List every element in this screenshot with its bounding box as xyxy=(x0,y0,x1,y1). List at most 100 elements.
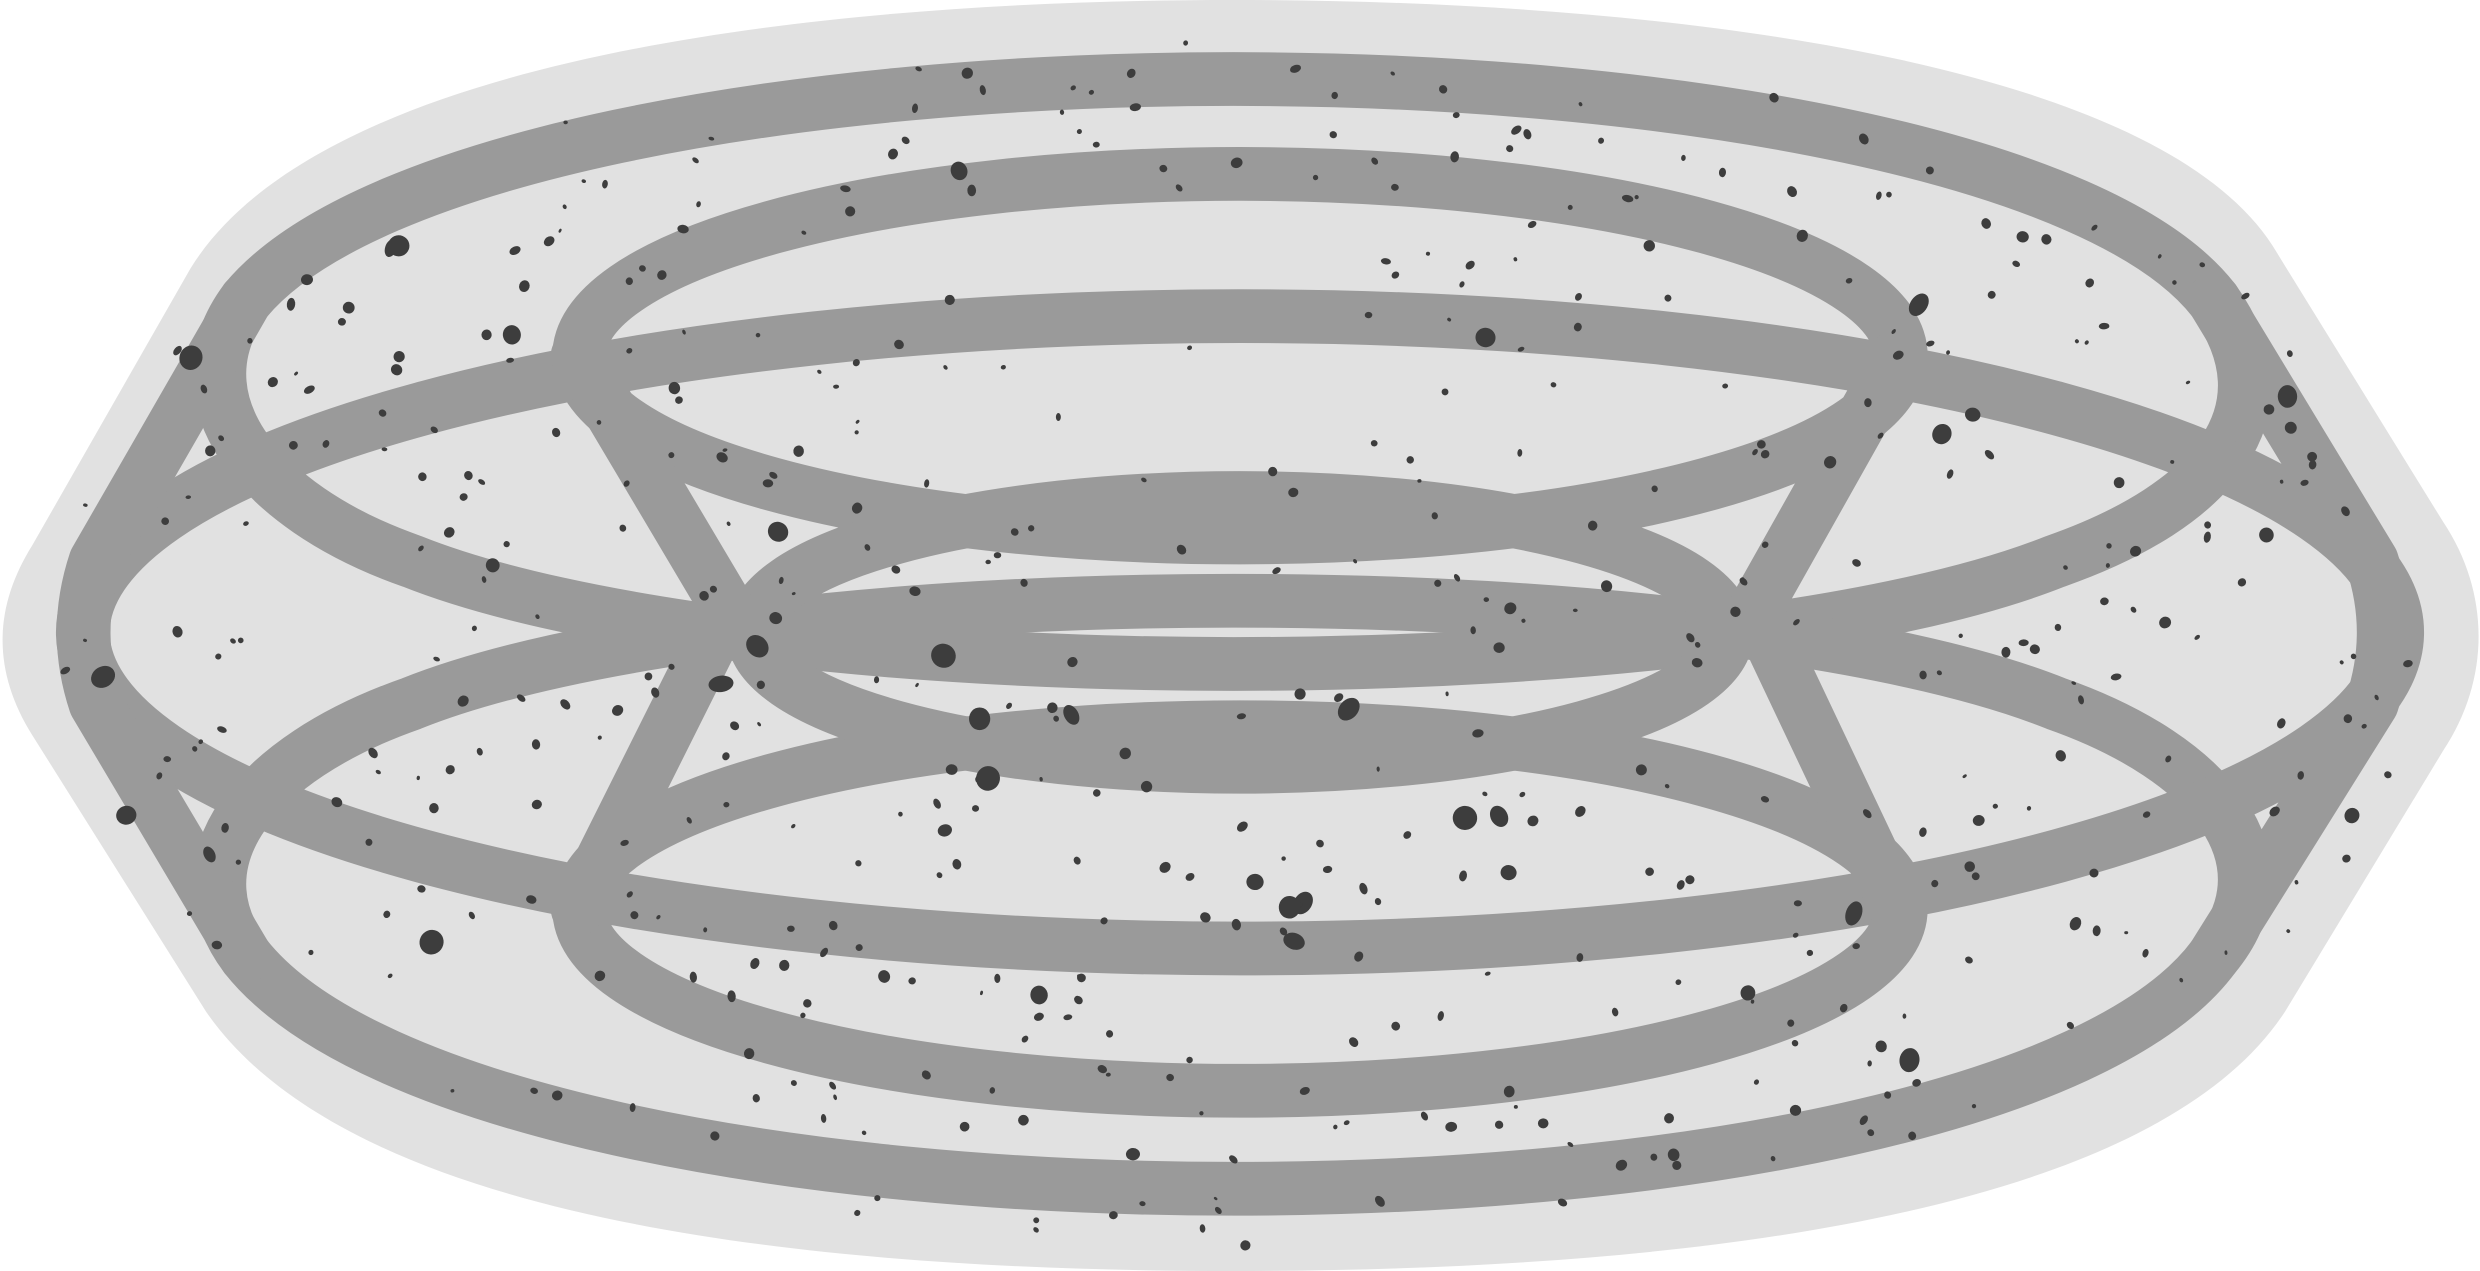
speckle-dot xyxy=(551,1090,563,1101)
speckle-dot xyxy=(2259,527,2274,543)
speckle-dot xyxy=(1796,229,1808,242)
speckle-dot xyxy=(1576,953,1584,962)
speckle-dot xyxy=(1587,520,1598,531)
speckle-dot xyxy=(1229,1155,1238,1164)
speckle-dot xyxy=(1908,293,1929,317)
speckle-dot xyxy=(375,769,381,775)
speckle-dot xyxy=(1010,528,1019,536)
speckle-dot xyxy=(888,148,898,160)
speckle-dot xyxy=(1166,1073,1174,1082)
speckle-dot xyxy=(2403,660,2413,668)
speckle-dot xyxy=(950,161,968,181)
speckle-dot xyxy=(1459,870,1468,882)
speckle-dot xyxy=(675,396,683,404)
speckle-dot xyxy=(1125,1148,1141,1161)
speckle-dot xyxy=(230,638,236,644)
speckle-dot xyxy=(1770,1155,1776,1162)
speckle-dot xyxy=(2277,718,2286,729)
speckle-dot xyxy=(1527,815,1539,827)
speckle-dot xyxy=(1753,1079,1760,1085)
speckle-dot xyxy=(237,637,244,644)
speckle-dot xyxy=(1425,251,1431,256)
speckle-dot xyxy=(2179,977,2184,983)
speckle-dot xyxy=(1519,791,1526,798)
speckle-dot xyxy=(2279,479,2284,484)
speckle-dot xyxy=(692,157,699,164)
speckle-dot xyxy=(1406,456,1414,464)
speckle-dot xyxy=(1859,1115,1868,1126)
speckle-dot xyxy=(2089,868,2099,878)
speckle-dot xyxy=(1353,558,1358,564)
speckle-dot xyxy=(1789,1104,1802,1116)
speckle-dot xyxy=(845,206,856,217)
speckle-dot xyxy=(1892,350,1904,360)
speckle-dot xyxy=(243,521,249,526)
speckle-dot xyxy=(1370,440,1378,447)
speckle-dot xyxy=(2092,925,2101,937)
speckle-dot xyxy=(2294,880,2299,885)
speckle-dot xyxy=(2277,385,2298,408)
speckle-dot xyxy=(959,1121,970,1132)
speckle-dot xyxy=(1494,1120,1504,1129)
speckle-dot xyxy=(342,301,355,314)
speckle-dot xyxy=(1063,704,1080,725)
speckle-dot xyxy=(1845,277,1853,284)
speckle-dot xyxy=(1557,1198,1568,1207)
speckle-dot xyxy=(1236,821,1248,832)
speckle-dot xyxy=(2078,695,2084,705)
outer-top-rim xyxy=(192,52,2272,691)
speckle-dot xyxy=(1946,350,1951,355)
speckle-dot xyxy=(552,427,561,438)
speckle-dot xyxy=(1651,485,1658,493)
speckle-dot xyxy=(699,590,709,601)
speckle-dot xyxy=(1908,1131,1917,1141)
speckle-dot xyxy=(2199,262,2206,268)
speckle-dot xyxy=(1750,999,1755,1004)
speckle-dot xyxy=(217,726,227,733)
speckle-dot xyxy=(429,802,439,814)
speckle-dot xyxy=(1919,827,1927,837)
speckle-dot xyxy=(1936,670,1942,676)
speckle-dot xyxy=(686,816,692,824)
speckle-dot xyxy=(1281,856,1286,861)
speckle-dot xyxy=(1760,449,1770,459)
speckle-dot xyxy=(727,990,736,1003)
speckle-dot xyxy=(2066,1021,2075,1030)
speckle-dot xyxy=(1886,191,1892,198)
speckle-dot xyxy=(387,973,393,979)
speckle-dot xyxy=(1371,157,1379,165)
speckle-dot xyxy=(1417,479,1422,483)
speckle-dot xyxy=(723,801,730,808)
speckle-dot xyxy=(708,675,734,693)
speckle-dot xyxy=(644,672,653,681)
speckle-dot xyxy=(2063,565,2068,570)
speckle-dot xyxy=(933,798,941,809)
speckle-dot xyxy=(83,503,88,507)
speckle-dot xyxy=(1664,1113,1674,1124)
speckle-dot xyxy=(1055,413,1061,422)
speckle-dot xyxy=(1450,151,1460,163)
speckle-dot xyxy=(722,752,730,761)
speckle-dot xyxy=(1230,157,1243,169)
speckle-dot xyxy=(1283,932,1305,950)
speckle-dot xyxy=(2129,545,2142,557)
speckle-dot xyxy=(1675,979,1682,985)
speckle-dot xyxy=(1972,815,1985,826)
speckle-dot xyxy=(322,440,330,448)
speckle-dot xyxy=(778,576,784,585)
speckle-dot xyxy=(1864,398,1872,408)
speckle-dot xyxy=(383,910,391,919)
speckle-dot xyxy=(1268,466,1278,477)
speckle-dot xyxy=(625,277,633,286)
speckle-dot xyxy=(1858,133,1869,145)
speckle-dot xyxy=(1598,137,1605,144)
speckle-dot xyxy=(1484,971,1491,976)
speckle-dot xyxy=(2203,531,2211,543)
speckle-dot xyxy=(2001,646,2011,658)
speckle-dot xyxy=(1374,1195,1385,1207)
speckle-dot xyxy=(656,915,661,920)
speckle-dot xyxy=(1650,1153,1658,1161)
speckle-dot xyxy=(817,369,822,374)
speckle-dot xyxy=(2113,477,2125,489)
speckle-dot xyxy=(526,895,537,904)
